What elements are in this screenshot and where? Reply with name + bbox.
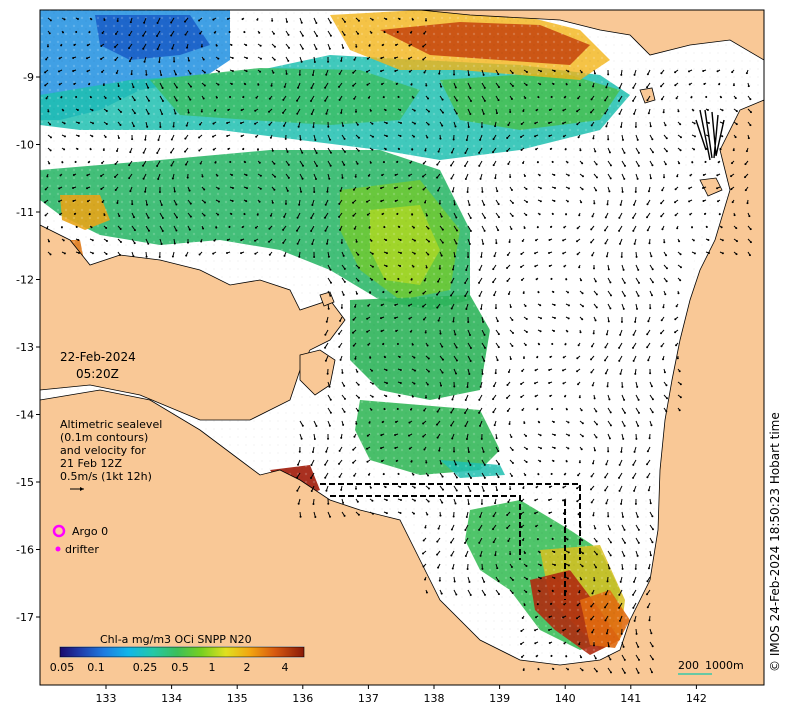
map-date: 22-Feb-2024 — [60, 350, 136, 364]
x-tick-label: 133 — [96, 692, 117, 705]
y-tick-label: -17 — [16, 611, 34, 624]
colorbar-tick-label: 0.1 — [87, 661, 105, 674]
x-axis: 133 134 135 136 137 138 139 140 141 142 — [96, 685, 707, 705]
colorbar-title: Chl-a mg/m3 OCi SNPP N20 — [100, 633, 252, 646]
colorbar-tick-label: 2 — [244, 661, 251, 674]
legend-line-4: 21 Feb 12Z — [60, 457, 122, 470]
drifter-dot-icon — [55, 546, 61, 552]
y-tick-label: -9 — [23, 71, 34, 84]
land-mass — [40, 10, 764, 685]
colorbar-tick-label: 4 — [282, 661, 289, 674]
legend-line-3: and velocity for — [60, 444, 146, 457]
drifter-label: drifter — [65, 543, 99, 556]
y-tick-label: -13 — [16, 341, 34, 354]
y-tick-label: -12 — [16, 274, 34, 287]
velocity-vectors — [44, 17, 752, 674]
velocity-legend: Altimetric sealevel (0.1m contours) and … — [60, 418, 162, 491]
scale-bar: 200 1000m — [678, 659, 744, 675]
legend-line-5: 0.5m/s (1kt 12h) — [60, 470, 152, 483]
y-axis: -9 -10 -11 -12 -13 -14 -15 -16 -17 — [16, 71, 40, 624]
argo-legend: Argo 0 — [52, 524, 108, 538]
depth-label: 1000m — [705, 659, 744, 672]
x-tick-label: 136 — [292, 692, 313, 705]
x-tick-label: 135 — [227, 692, 248, 705]
drifter-legend: drifter — [55, 543, 99, 556]
x-tick-label: 137 — [358, 692, 379, 705]
x-tick-label: 140 — [555, 692, 576, 705]
colorbar: Chl-a mg/m3 OCi SNPP N20 0.05 0.1 0.25 0.5 1… — [50, 633, 305, 674]
x-tick-label: 138 — [424, 692, 445, 705]
colorbar-tick-label: 1 — [209, 661, 216, 674]
x-tick-label: 141 — [620, 692, 641, 705]
colorbar-tick-label: 0.05 — [50, 661, 75, 674]
scale-label: 200 — [678, 659, 699, 672]
colorbar-tick-label: 0.25 — [133, 661, 158, 674]
x-tick-label: 142 — [686, 692, 707, 705]
x-tick-label: 134 — [161, 692, 182, 705]
copyright-text: © IMOS 24-Feb-2024 18:50:23 Hobart time — [768, 412, 782, 672]
map-time: 05:20Z — [76, 367, 119, 381]
argo-label: Argo 0 — [72, 525, 108, 538]
y-tick-label: -10 — [16, 139, 34, 152]
legend-line-2: (0.1m contours) — [60, 431, 148, 444]
y-tick-label: -15 — [16, 476, 34, 489]
argo-circle-icon — [52, 524, 66, 538]
y-tick-label: -11 — [16, 206, 34, 219]
colorbar-tick-label: 0.5 — [171, 661, 189, 674]
x-tick-label: 139 — [489, 692, 510, 705]
y-tick-label: -14 — [16, 409, 34, 422]
y-tick-label: -16 — [16, 544, 34, 557]
legend-line-1: Altimetric sealevel — [60, 418, 162, 431]
